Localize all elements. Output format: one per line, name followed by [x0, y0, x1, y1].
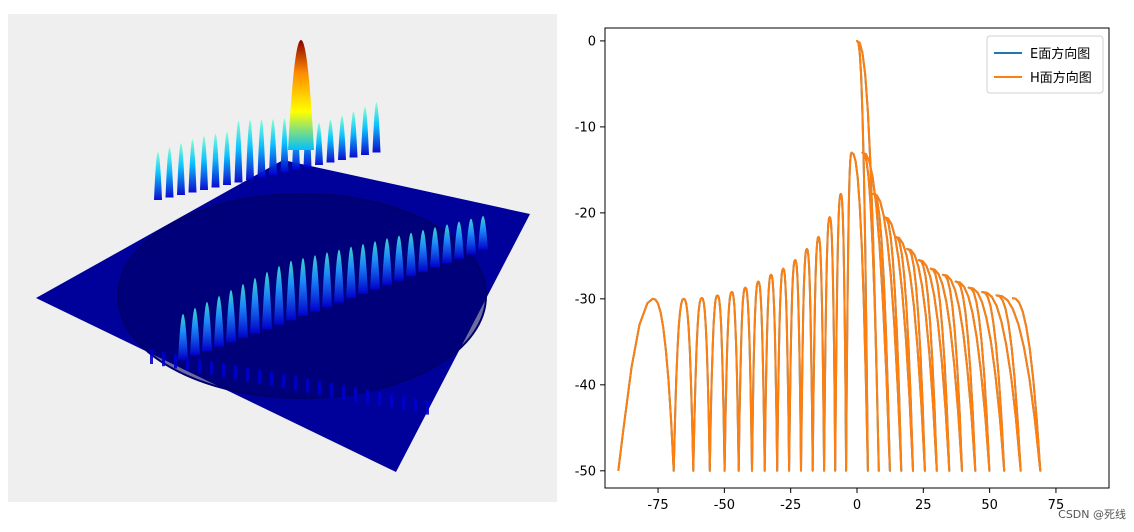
surface-sidelobe-ridge [322, 252, 332, 308]
line-chart-panel: 0 -10 -20 -30 -40 -50 -75 -50 -25 0 25 50 75 E面方向图 … [560, 0, 1134, 528]
surface-ripple [330, 383, 333, 397]
plot-area [604, 27, 1110, 489]
surface-sidelobe-ridge [358, 244, 368, 294]
surface-ripple [282, 374, 285, 389]
y-tick-label: -30 [575, 292, 596, 307]
x-tick-label: -25 [780, 498, 801, 513]
x-tick-label: 0 [853, 498, 861, 513]
surface-sidelobe-ridge [454, 221, 464, 259]
surface-sidelobe-ridge [223, 131, 231, 185]
surface-ripple [186, 356, 189, 371]
surface-sidelobe-ridge [250, 278, 260, 334]
line-chart: 0 -10 -20 -30 -40 -50 -75 -50 -25 0 25 50 75 E面方向图 … [575, 27, 1110, 513]
surface-plot-panel [0, 0, 560, 528]
surface-sidelobe-ridge [165, 147, 174, 198]
x-tick-label: 75 [1048, 498, 1065, 513]
surface-ripple [174, 354, 177, 369]
surface-ripple [378, 391, 381, 406]
surface-sidelobe-ridge [406, 232, 416, 277]
surface-ripple [234, 365, 237, 380]
legend-label-e: E面方向图 [1030, 46, 1090, 62]
y-tick-label: -20 [575, 206, 596, 221]
surface-ripple [162, 352, 165, 367]
surface-sidelobe-ridge [154, 152, 162, 200]
surface-ripple [414, 398, 417, 413]
surface-sidelobe-ridge [372, 102, 381, 153]
surface-sidelobe-ridge [298, 258, 308, 316]
legend: E面方向图 H面方向图 [986, 35, 1104, 94]
surface-ripple [366, 389, 369, 404]
surface-sidelobe-ridge [466, 218, 476, 255]
x-tick-label: -75 [647, 498, 668, 513]
surface-sidelobe-ridge [200, 136, 208, 190]
surface-sidelobe-ridge [188, 139, 197, 193]
surface-sidelobe-ridge [262, 272, 272, 330]
surface-sidelobe-ridge [346, 246, 356, 299]
surface-sidelobe-ridge [286, 260, 296, 321]
surface-sidelobe-ridge [234, 120, 243, 183]
surface-sidelobe-ridge [334, 249, 344, 303]
surface-sidelobe-ridge [326, 119, 335, 163]
surface-ripple [402, 396, 405, 411]
surface-sidelobe-ridge [238, 284, 248, 338]
surface-ripple [390, 394, 393, 408]
x-tick-label: -50 [714, 498, 735, 513]
surface-sidelobe-ridge [394, 235, 404, 281]
x-tick-label: 50 [981, 498, 998, 513]
surface-ripple [306, 378, 309, 393]
legend-box [986, 35, 1104, 94]
surface-ripple [150, 350, 153, 364]
surface-sidelobe-ridge [257, 119, 266, 178]
surface-ripple [294, 376, 297, 391]
surface-sidelobe-ridge [349, 111, 358, 158]
surface-sidelobe-ridge [211, 133, 220, 188]
surface-ripple [342, 385, 345, 400]
surface-sidelobe-ridge [202, 302, 212, 352]
surface-sidelobe-ridge [382, 238, 392, 286]
surface-sidelobe-ridge [214, 296, 224, 347]
surface-ripple [354, 387, 357, 402]
surface-sidelobe-ridge [177, 143, 185, 195]
surface-sidelobe-ridge [442, 224, 452, 264]
surface-ripple [198, 358, 201, 373]
surface-sidelobe-ridge [338, 115, 346, 160]
series-h-plane-line [617, 39, 1042, 472]
surface-sidelobe-ridge [315, 122, 323, 165]
surface-sidelobe-ridge [226, 290, 236, 343]
surface-sidelobe-ridge [280, 118, 289, 173]
surface-sidelobe-ridge [418, 230, 428, 272]
surface-sidelobe-ridge [310, 255, 320, 312]
y-tick-label: 0 [588, 34, 596, 49]
surface-sidelobe-ridge [430, 227, 440, 268]
watermark: CSDN @死线 [1058, 508, 1126, 521]
surface-sidelobe-ridge [246, 119, 254, 180]
surface-ripple [426, 400, 429, 415]
surface-ripple [318, 380, 321, 395]
surface-ripple [270, 372, 273, 386]
surface-sidelobe-ridge [478, 216, 488, 250]
surface-sidelobe-ridge [370, 241, 380, 290]
surface-ripple [210, 361, 213, 375]
y-tick-label: -40 [575, 378, 596, 393]
surface-ripple [222, 363, 225, 378]
aperture-rim [117, 193, 487, 399]
surface-sidelobe-ridge [361, 106, 369, 155]
surface-sidelobe-ridge [190, 308, 200, 356]
surface-ripple [246, 367, 249, 382]
surface-sidelobe-ridge [274, 266, 284, 325]
surface-ripple [258, 369, 261, 384]
legend-label-h: H面方向图 [1030, 70, 1092, 86]
surface-plot [8, 14, 557, 502]
surface-sidelobe-ridge [269, 119, 277, 175]
main-lobe-peak [288, 40, 314, 150]
y-tick-label: -50 [575, 464, 596, 479]
x-tick-label: 25 [915, 498, 932, 513]
surface-sidelobe-ridge [178, 314, 188, 360]
y-tick-label: -10 [575, 120, 596, 135]
